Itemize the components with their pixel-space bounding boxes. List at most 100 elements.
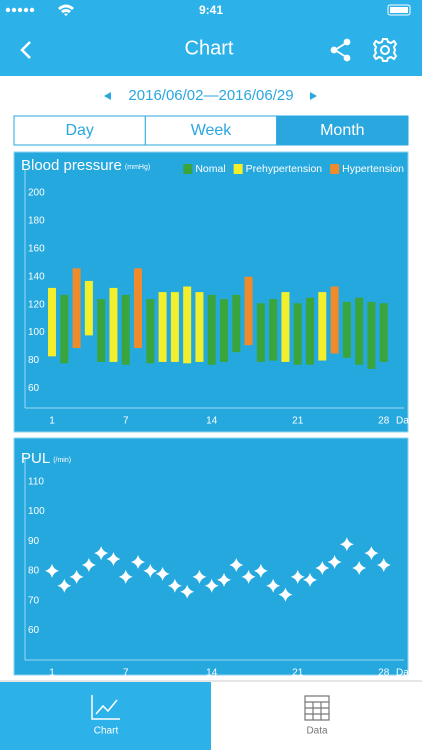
y-tick-label: 80: [28, 355, 40, 366]
nav-item[interactable]: [0, 682, 211, 750]
x-tick-label: 7: [123, 416, 129, 427]
nav-item[interactable]: [211, 682, 422, 750]
bp-bar: [318, 292, 327, 361]
x-axis-label: Day: [396, 416, 414, 427]
battery-level: [390, 7, 408, 13]
y-tick-label: 70: [28, 595, 40, 606]
tab[interactable]: [13, 115, 146, 146]
x-tick-label: 7: [123, 668, 129, 679]
nav-label: Data: [306, 726, 328, 737]
pulse-point: [69, 569, 84, 584]
x-tick-label: 1: [49, 416, 55, 427]
share-button[interactable]: [330, 38, 351, 62]
bp-bar: [220, 299, 229, 362]
chart-title: Blood pressure: [21, 157, 122, 174]
pulse-point: [364, 546, 379, 561]
bp-bar: [72, 268, 81, 348]
tab[interactable]: [276, 115, 409, 146]
pulse-point: [57, 578, 72, 593]
tab-label: Month: [320, 122, 364, 139]
y-tick-label: 160: [28, 243, 45, 254]
y-tick-label: 100: [28, 327, 45, 338]
y-tick-label: 60: [28, 383, 40, 394]
bp-bar: [330, 286, 339, 354]
pulse-point: [217, 572, 232, 587]
pulse-point: [376, 557, 391, 572]
pulse-point: [327, 555, 342, 570]
pulse-point: [81, 557, 96, 572]
battery: [387, 4, 411, 16]
pulse-point: [290, 569, 305, 584]
bp-bar: [306, 297, 315, 365]
x-tick-label: 28: [378, 668, 390, 679]
bp-bar: [269, 299, 278, 361]
nav-label: Chart: [94, 726, 119, 737]
chart-panel: [13, 151, 409, 433]
y-tick-label: 110: [28, 476, 44, 487]
tabs: Day Week Month: [13, 115, 409, 146]
legend-swatch: [330, 164, 340, 174]
bp-bar: [60, 294, 69, 364]
bp-bar: [355, 297, 364, 365]
bp-bar: [97, 299, 106, 362]
legend-swatch: [233, 164, 243, 174]
chart-unit: (mmHg): [125, 164, 150, 171]
signal: [5, 7, 35, 13]
chart-panel: [13, 437, 409, 676]
legend-label: Prehypertension: [246, 163, 323, 175]
pulse-point: [278, 587, 293, 602]
x-tick-label: 21: [292, 416, 304, 427]
bp-bar: [232, 294, 241, 353]
bp-bar: [134, 268, 143, 348]
x-axis-label: Day: [396, 668, 414, 679]
x-tick-label: 14: [206, 668, 218, 679]
y-tick-label: 60: [28, 625, 40, 636]
back-button[interactable]: [20, 41, 31, 59]
pulse-point: [339, 537, 354, 552]
bp-bar: [146, 299, 155, 364]
header-bg: [0, 0, 422, 76]
y-tick-label: 90: [28, 536, 40, 547]
pulse-point: [192, 569, 207, 584]
bp-bar: [183, 286, 192, 364]
pulse-point: [94, 546, 109, 561]
chart-unit: (/min): [53, 457, 71, 464]
legend: Nomal Prehypertension Hypertension: [183, 163, 404, 175]
pulse-point: [155, 566, 170, 581]
bp-bar: [207, 294, 216, 365]
tab-label: Week: [191, 122, 233, 139]
bp-bar: [195, 292, 204, 362]
pulse-point: [118, 569, 133, 584]
pulse-point: [352, 560, 367, 575]
table-icon: [304, 695, 330, 721]
chart-title: PUL: [21, 450, 50, 467]
pulse-point: [241, 569, 256, 584]
pulse-point: [315, 560, 330, 575]
bp-bar: [109, 287, 118, 362]
bp-bar: [256, 303, 265, 362]
pulse-point: [253, 563, 268, 578]
bp-bar: [48, 287, 57, 357]
prev-button[interactable]: [104, 92, 111, 100]
status-time: 9:41: [199, 3, 223, 17]
bp-bar: [121, 294, 130, 365]
bp-bar: [293, 303, 302, 365]
bp-bar: [244, 276, 253, 346]
next-button[interactable]: [310, 92, 317, 100]
x-tick-label: 1: [49, 668, 55, 679]
pulse-point: [45, 563, 60, 578]
y-tick-label: 120: [28, 299, 45, 310]
bp-bar: [379, 303, 388, 362]
x-tick-label: 28: [378, 416, 390, 427]
pulse-point: [131, 555, 146, 570]
tab[interactable]: [144, 115, 278, 146]
y-tick-label: 140: [28, 271, 45, 282]
legend-label: Nomal: [195, 163, 225, 175]
settings-button[interactable]: [372, 38, 398, 62]
x-tick-label: 14: [206, 416, 218, 427]
pulse-point: [167, 578, 182, 593]
y-tick-label: 100: [28, 506, 45, 517]
bp-bar: [281, 292, 290, 362]
